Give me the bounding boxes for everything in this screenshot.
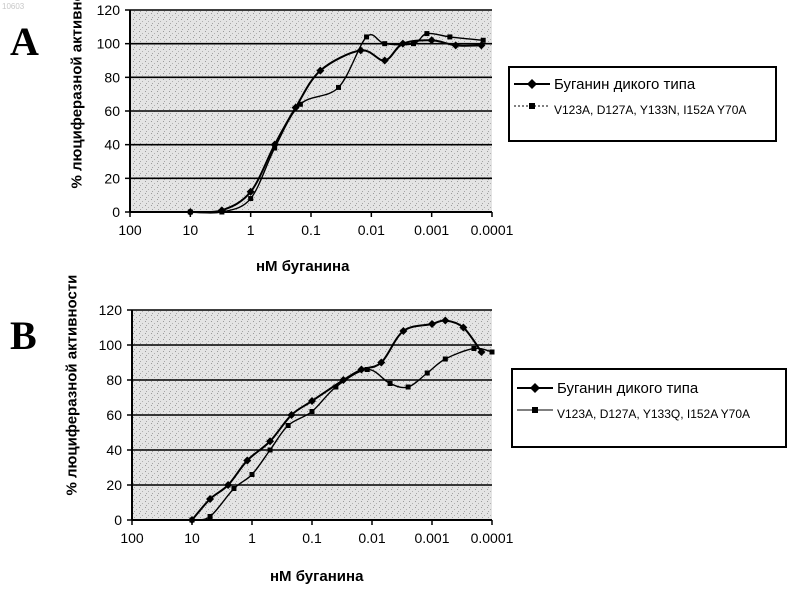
data-point-mutant <box>471 346 476 351</box>
x-tick-label: 0.01 <box>358 222 385 238</box>
data-point-mutant <box>250 472 255 477</box>
y-tick-label: 60 <box>104 103 120 119</box>
x-tick-label: 10 <box>184 530 200 546</box>
data-point-mutant <box>411 41 416 46</box>
y-tick-label: 40 <box>104 137 120 153</box>
y-tick-label: 20 <box>106 477 122 493</box>
data-point-mutant <box>406 385 411 390</box>
legend-label-mutant-b: V123A, D127A, Y133Q, I152A Y70A <box>557 404 772 424</box>
data-point-mutant <box>336 85 341 90</box>
y-tick-label: 100 <box>99 337 123 353</box>
x-tick-label: 0.001 <box>414 222 449 238</box>
x-tick-label: 0.1 <box>302 530 322 546</box>
legend-a: Буганин дикого типа V123A, D127A, Y133N,… <box>508 66 777 142</box>
data-point-mutant <box>248 196 253 201</box>
legend-label-wildtype-b: Буганин дикого типа <box>557 380 698 397</box>
legend-label-wildtype-a: Буганин дикого типа <box>554 76 695 93</box>
x-axis-label-a: нМ буганина <box>256 258 349 275</box>
data-point-mutant <box>190 518 195 523</box>
x-tick-label: 0.0001 <box>471 222 514 238</box>
x-tick-label: 0.001 <box>414 530 449 546</box>
x-axis-label-b: нМ буганина <box>270 568 363 585</box>
data-point-mutant <box>490 350 495 355</box>
y-tick-label: 60 <box>106 407 122 423</box>
data-point-mutant <box>447 34 452 39</box>
legend-item-mutant-b: V123A, D127A, Y133Q, I152A Y70A <box>513 400 785 420</box>
data-point-mutant <box>219 210 224 215</box>
legend-item-wildtype-a: Буганин дикого типа <box>510 74 775 94</box>
x-tick-label: 0.01 <box>358 530 385 546</box>
data-point-mutant <box>388 381 393 386</box>
data-point-mutant <box>443 357 448 362</box>
legend-item-wildtype-b: Буганин дикого типа <box>513 378 785 398</box>
x-tick-label: 100 <box>118 222 142 238</box>
data-point-mutant <box>364 34 369 39</box>
data-point-mutant <box>481 38 486 43</box>
data-point-mutant <box>268 448 273 453</box>
legend-label-mutant-a: V123A, D127A, Y133N, I152A Y70A <box>554 100 769 120</box>
data-point-mutant <box>272 146 277 151</box>
data-point-mutant <box>298 102 303 107</box>
data-point-mutant <box>365 367 370 372</box>
data-point-mutant <box>382 41 387 46</box>
data-point-mutant <box>424 31 429 36</box>
data-point-mutant <box>425 371 430 376</box>
chart-panel-a: A % люциферазной активности 020406080100… <box>0 0 797 296</box>
x-tick-label: 1 <box>247 222 255 238</box>
y-tick-label: 20 <box>104 170 120 186</box>
y-tick-label: 80 <box>104 69 120 85</box>
legend-b: Буганин дикого типа V123A, D127A, Y133Q,… <box>511 368 787 448</box>
y-tick-label: 100 <box>97 36 121 52</box>
x-tick-label: 0.0001 <box>471 530 514 546</box>
x-tick-label: 100 <box>120 530 144 546</box>
data-point-mutant <box>208 514 213 519</box>
y-tick-label: 80 <box>106 372 122 388</box>
y-tick-label: 0 <box>112 204 120 220</box>
y-tick-label: 0 <box>114 512 122 528</box>
plot-area-a: 0 20 40 60 80 100 120 100 10 1 0.1 0.01 0.001 0.0001 <box>0 0 797 296</box>
x-tick-label: 0.1 <box>301 222 321 238</box>
data-point-mutant <box>188 210 193 215</box>
y-tick-label: 120 <box>99 302 123 318</box>
data-point-mutant <box>333 385 338 390</box>
data-point-mutant <box>310 409 315 414</box>
data-point-mutant <box>231 486 236 491</box>
chart-panel-b: B % люциферазной активности 020406080100… <box>0 296 797 592</box>
legend-item-mutant-a: V123A, D127A, Y133N, I152A Y70A <box>510 96 775 116</box>
y-tick-label: 120 <box>97 2 121 18</box>
data-point-mutant <box>286 423 291 428</box>
y-tick-label: 40 <box>106 442 122 458</box>
x-tick-label: 1 <box>248 530 256 546</box>
x-tick-label: 10 <box>183 222 199 238</box>
